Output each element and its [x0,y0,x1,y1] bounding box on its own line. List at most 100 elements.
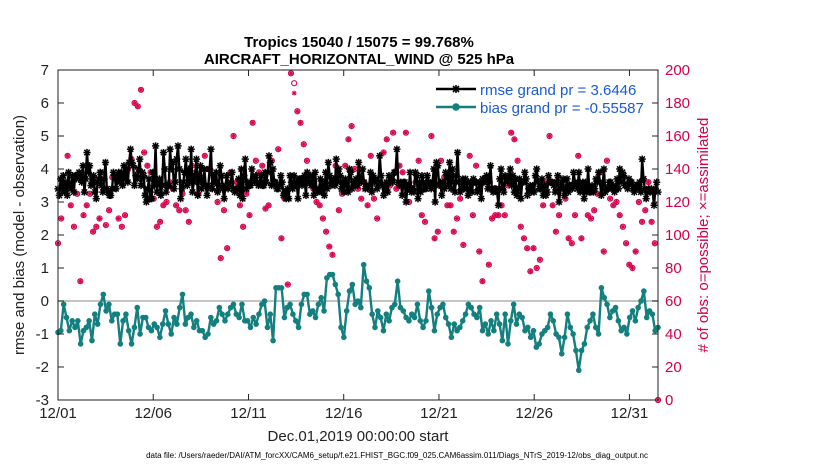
bias-point [332,281,339,288]
bias-point [581,341,588,347]
bias-point [188,311,194,318]
obs-possible-point [319,215,326,222]
obs-assimilated-point [480,278,485,284]
obs-assimilated-point [451,229,457,235]
obs-assimilated-point [623,240,629,246]
obs-assimilated-point [349,123,355,129]
obs-assimilated-point [636,199,642,205]
bias-point [592,324,599,331]
rmse-point [638,155,646,163]
obs-assimilated-point [572,212,578,218]
rmse-point [241,155,249,163]
rmse-point [155,175,164,183]
obs-possible-point [616,212,623,219]
rmse-point [614,185,623,193]
rmse-point [112,185,120,193]
rmse-point [124,178,132,186]
bias-point [386,318,392,324]
obs-possible-point [96,215,103,222]
bias-point [457,324,463,331]
rmse-point [531,172,539,180]
bias-point [72,324,78,331]
bias-point [595,331,602,337]
bias-point [621,324,627,331]
rmse-point [595,168,603,176]
rmse-point [302,191,310,199]
obs-assimilated-point [294,108,300,114]
rmse-point [540,181,549,190]
obs-assimilated-point [237,202,243,208]
rmse-point [642,195,650,203]
rmse-point [410,188,418,196]
bias-point [391,301,398,308]
obs-assimilated-point [614,199,619,205]
obs-possible-point [176,207,183,214]
bias-point [125,327,132,334]
bias-point [222,318,228,324]
obs-assimilated-point [642,207,648,213]
rmse-point [184,165,193,173]
bias-point [578,347,585,354]
obs-assimilated-point [122,212,128,218]
bias-point [343,308,350,314]
obs-possible-point [144,162,151,169]
obs-possible-point [457,195,464,202]
bias-point [117,341,124,347]
obs-possible-point [626,261,633,268]
obs-possible-point [141,149,148,156]
obs-assimilated-point [279,235,284,241]
y-tick-label: 7 [41,62,49,79]
rmse-point [359,165,367,173]
obs-possible-point [600,248,607,255]
obs-possible-point [399,169,406,176]
obs-assimilated-point [68,202,74,208]
obs-assimilated-point [202,153,208,159]
obs-possible-point [415,157,422,164]
obs-possible-point [201,152,208,159]
rmse-point [427,185,435,193]
obs-possible-point [77,278,84,285]
obs-assimilated-point [448,202,453,208]
rmse-point [76,172,85,180]
y-tick-label-right: 120 [665,194,690,211]
bias-point [349,281,356,288]
rmse-point [227,178,235,186]
rmse-point [162,188,170,196]
bias-point [66,327,73,334]
bias-point [91,311,98,318]
bias-point [60,301,67,308]
obs-assimilated-point [291,90,297,96]
obs-possible-point [584,212,591,219]
rmse-point [533,165,541,173]
obs-possible-point [80,212,87,219]
rmse-point [343,181,351,190]
rmse-point [373,185,381,193]
obs-possible-point [134,103,141,110]
obs-assimilated-point [81,212,86,218]
rmse-point [59,172,67,180]
obs-possible-point [434,228,441,235]
bias-point [414,301,421,308]
rmse-point [620,172,628,180]
bias-point [123,311,129,318]
bias-point [216,304,223,311]
rmse-point [138,168,146,176]
obs-assimilated-point [524,245,530,251]
bias-point [550,318,557,324]
obs-assimilated-point [511,136,517,142]
bias-point [575,367,582,374]
obs-possible-point [488,215,496,222]
obs-assimilated-point [358,196,364,202]
bias-point [440,301,446,308]
bias-point [635,304,641,311]
obs-possible-point [511,136,518,143]
bias-point [598,285,605,291]
bias-point [225,311,231,318]
bias-point [247,324,254,331]
obs-possible-point [83,202,90,209]
bias-point [423,318,429,324]
obs-possible-point [540,202,547,209]
obs-possible-point [546,132,553,140]
rmse-point [653,178,661,186]
bias-point [63,314,70,321]
